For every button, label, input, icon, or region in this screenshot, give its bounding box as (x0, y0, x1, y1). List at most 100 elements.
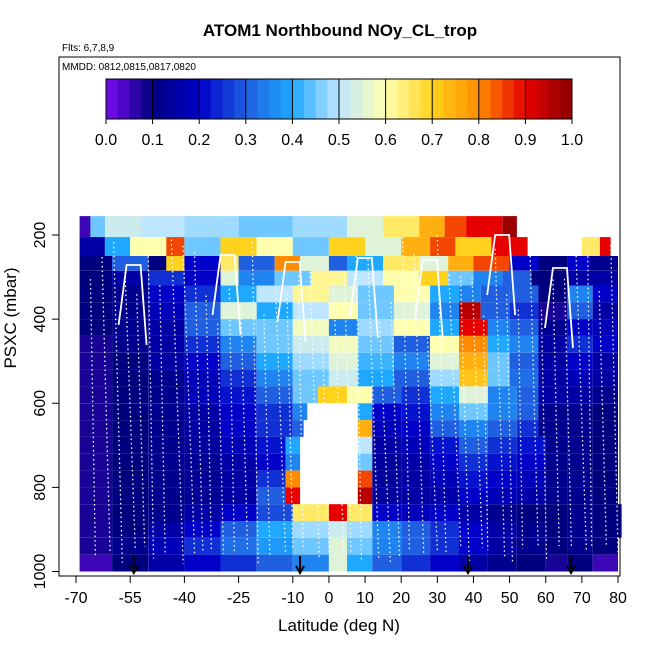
heatmap-cell (184, 487, 221, 505)
heatmap-cell (592, 453, 618, 471)
heatmap-cell (459, 335, 488, 353)
heatmap-cell (516, 386, 539, 404)
colorbar-swatch (362, 79, 375, 119)
heatmap-cell (509, 256, 539, 271)
arrow-markers (128, 556, 576, 576)
heatmap-cell (401, 521, 431, 538)
heatmap-cell (448, 270, 474, 286)
flight-tracks (89, 234, 619, 564)
heatmap-cell (538, 335, 568, 353)
heatmap-cell (545, 554, 568, 572)
heatmap-cell (487, 369, 510, 387)
heatmap-cell (430, 386, 459, 404)
heatmap-cell (310, 270, 347, 286)
heatmap-cell (256, 352, 293, 370)
colorbar-swatch (269, 79, 282, 119)
heatmap-cell (256, 453, 286, 471)
heatmap-cell (292, 403, 308, 421)
heatmap-cell (347, 554, 373, 572)
heatmap-cell (430, 504, 459, 521)
heatmap-cell (347, 270, 384, 286)
heatmap-cell (545, 521, 568, 538)
x-tick-label: -25 (227, 590, 250, 607)
heatmap-cell (112, 537, 149, 555)
heatmap-cell (394, 369, 431, 387)
flight-track-dotted (309, 272, 320, 559)
heatmap-cell (459, 554, 488, 572)
heatmap-cell (256, 521, 293, 538)
heatmap-cell (394, 285, 431, 303)
axes: -70 -55 -40 -25 -10 0 10 20 30 40 50 60 70 80 200 400 60… (32, 222, 627, 607)
heatmap-cell (592, 504, 622, 521)
heatmap-cell (419, 216, 445, 238)
heatmap-cell (357, 487, 373, 505)
heatmap-cell (401, 487, 431, 505)
flight-track-dotted (436, 235, 447, 553)
heatmap-cell (292, 302, 329, 320)
heatmap-cell (285, 453, 301, 471)
colorbar-tick-label: 0.6 (374, 132, 396, 149)
colorbar-swatch (257, 79, 270, 119)
heatmap-cell (148, 319, 185, 336)
heatmap-cell (292, 319, 329, 336)
colorbar-swatch (117, 79, 130, 119)
heatmap-cell (401, 237, 431, 256)
flight-track-solid (486, 234, 517, 316)
heatmap-cell (79, 504, 113, 521)
colorbar-swatch (537, 79, 550, 119)
heatmap-cell (79, 352, 113, 370)
heatmap-cell (79, 554, 113, 572)
y-tick-label: 200 (32, 222, 49, 249)
heatmap-cell (148, 521, 185, 538)
x-tick-label: -70 (64, 590, 87, 607)
flight-track-dotted (205, 295, 213, 551)
heatmap-cell (292, 237, 329, 256)
heatmap-cell (148, 537, 185, 555)
heatmap-cell (112, 420, 149, 437)
colorbar-swatch (420, 79, 433, 119)
heatmap-cell (401, 504, 431, 521)
heatmap-cell (459, 369, 488, 387)
heatmap-cell (184, 256, 221, 271)
heatmap-cell (516, 504, 546, 521)
heatmap-cell (357, 470, 373, 488)
flight-track-dotted (540, 309, 548, 562)
heatmap-cell (220, 504, 257, 521)
heatmap-cell (347, 386, 373, 404)
heatmap-cell (357, 403, 373, 421)
heatmap-cell (300, 256, 329, 271)
heatmap-cell (459, 386, 488, 404)
heatmap-cell (357, 369, 394, 387)
heatmap-cell (401, 420, 431, 437)
flight-track-dotted (170, 239, 184, 564)
x-tick-label: 50 (501, 590, 519, 607)
heatmap-cell (256, 436, 286, 454)
heatmap-cell (372, 386, 402, 404)
heatmap-cell (545, 470, 568, 488)
heatmap-cell (487, 386, 517, 404)
heatmap-cell (184, 302, 221, 320)
heatmap-cell (238, 270, 275, 286)
x-tick-label: -55 (119, 590, 142, 607)
heatmap-cell (545, 487, 568, 505)
heatmap-cell (459, 521, 488, 538)
heatmap-cell (112, 369, 149, 387)
heatmap-cell (130, 237, 167, 256)
heatmap-cell (256, 504, 293, 521)
heatmap-cell (509, 285, 539, 303)
heatmap-cell (328, 237, 365, 256)
colorbar-tick-label: 0.0 (95, 132, 117, 149)
colorbar: 0.0 0.1 0.2 0.3 0.4 0.5 0.6 0.7 0.8 0.9 1.0 (95, 78, 583, 149)
heatmap-cell (516, 487, 546, 505)
heatmap-cell (444, 216, 467, 238)
heatmap-cell (401, 453, 431, 471)
colorbar-tick-label: 0.3 (235, 132, 257, 149)
heatmap-cell (466, 216, 503, 238)
heatmap-cell (509, 335, 539, 353)
heatmap-cell (357, 352, 394, 370)
heatmap-cell (599, 237, 611, 256)
heatmap-cell (79, 537, 113, 555)
heatmap-cell (487, 403, 517, 421)
flight-track-dotted (517, 309, 524, 549)
colorbar-swatch (129, 79, 142, 119)
